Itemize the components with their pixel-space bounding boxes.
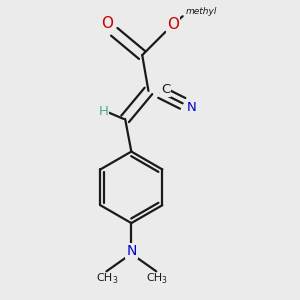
- Text: O: O: [167, 17, 179, 32]
- Text: N: N: [187, 100, 196, 114]
- Text: CH: CH: [147, 273, 163, 283]
- Text: N: N: [126, 244, 136, 258]
- Text: O: O: [101, 16, 113, 31]
- Text: methyl: methyl: [186, 7, 217, 16]
- Text: H: H: [98, 105, 108, 118]
- Text: 3: 3: [112, 276, 117, 285]
- Text: CH: CH: [97, 273, 113, 283]
- Text: 3: 3: [162, 276, 167, 285]
- Text: C: C: [161, 83, 170, 96]
